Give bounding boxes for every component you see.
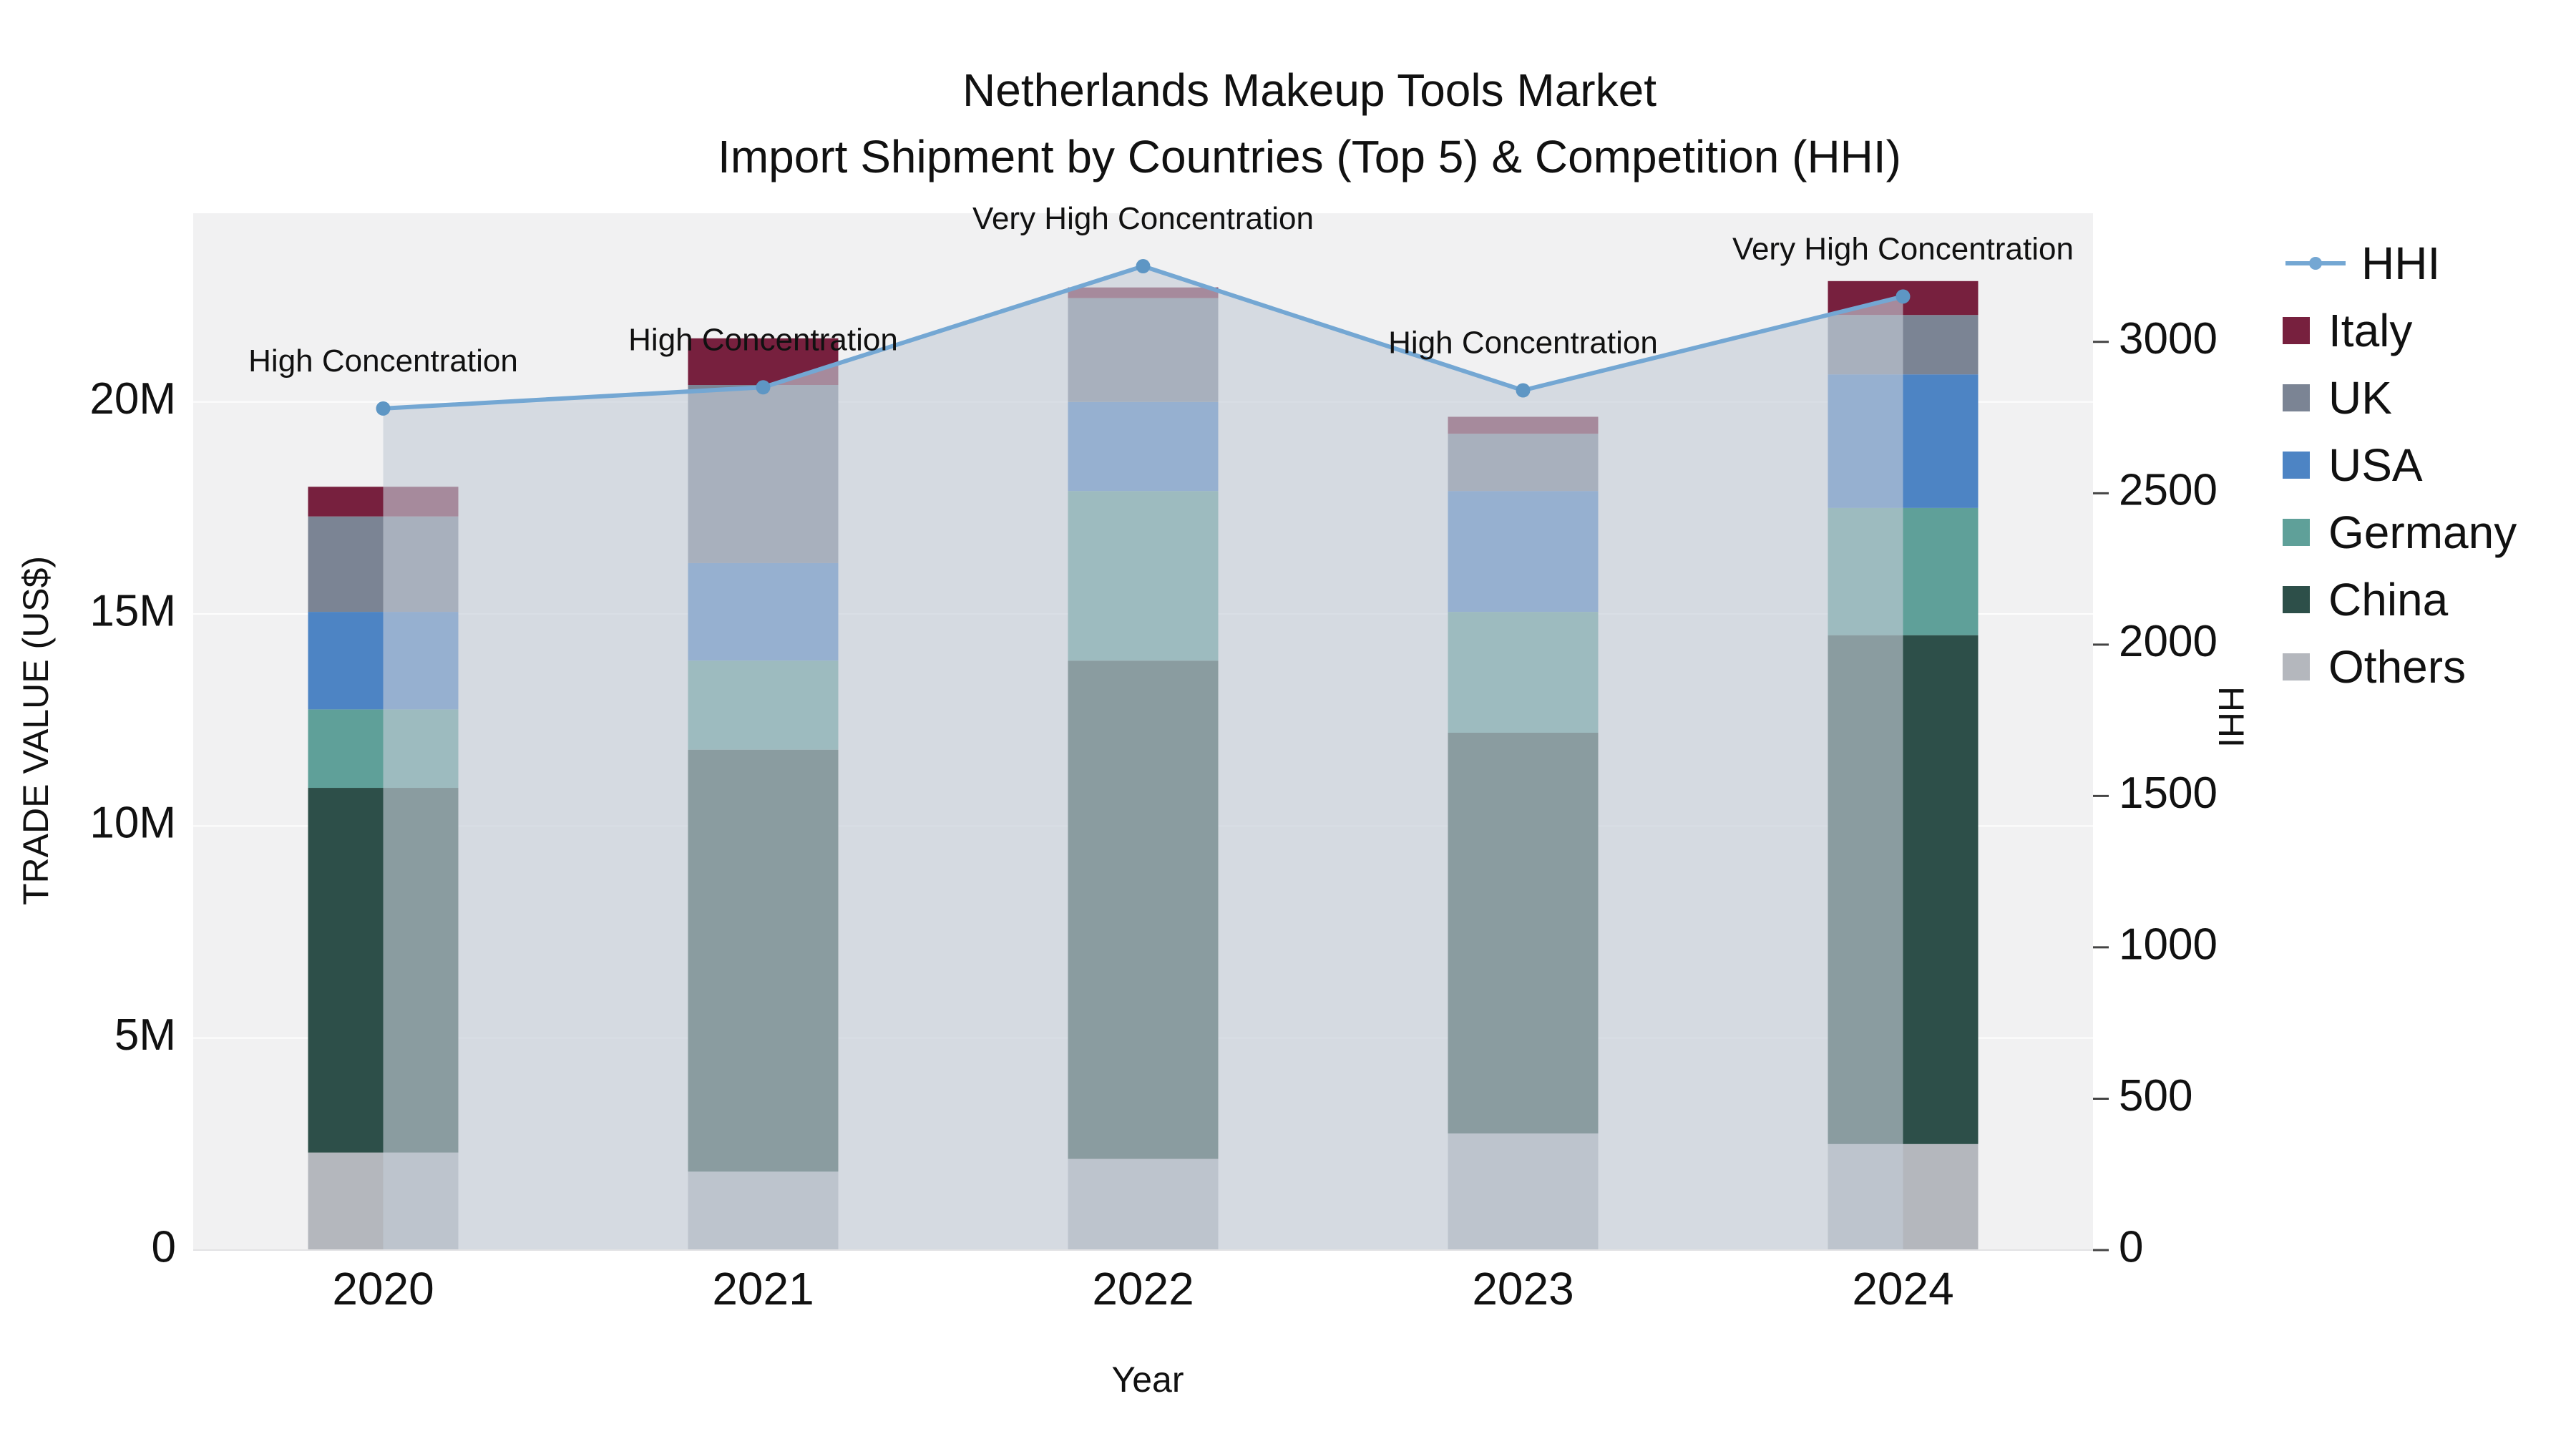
legend-item-china[interactable]: China — [2283, 577, 2517, 623]
chart-title-line1: Netherlands Makeup Tools Market — [962, 64, 1657, 116]
chart-title-line2: Import Shipment by Countries (Top 5) & C… — [718, 130, 1901, 182]
legend-item-hhi[interactable]: HHI — [2283, 240, 2517, 286]
x-tick-2023: 2023 — [1472, 1263, 1574, 1314]
annotation-2022: Very High Concentration — [972, 201, 1314, 236]
legend-label-hhi: HHI — [2361, 238, 2441, 289]
legend-label-others: Others — [2328, 641, 2467, 693]
legend-item-italy[interactable]: Italy — [2283, 308, 2517, 353]
hhi-marker-2022 — [1136, 259, 1151, 274]
legend-label-china: China — [2328, 574, 2449, 625]
chart-title: Netherlands Makeup Tools Market Import S… — [718, 57, 1901, 190]
legend-swatch-germany — [2283, 519, 2310, 546]
legend-swatch-usa — [2283, 452, 2310, 479]
right-tick-2500: 2500 — [2119, 466, 2218, 515]
x-axis-title: Year — [1111, 1360, 1184, 1400]
right-tick-1000: 1000 — [2119, 919, 2218, 969]
left-tick-20M: 20M — [89, 374, 176, 424]
annotation-2020: High Concentration — [248, 343, 518, 379]
legend: HHI Italy UK USA Germany China Others — [2283, 240, 2517, 711]
legend-item-others[interactable]: Others — [2283, 644, 2517, 690]
hhi-marker-2023 — [1516, 383, 1531, 398]
legend-item-usa[interactable]: USA — [2283, 442, 2517, 488]
left-tick-5M: 5M — [114, 1010, 176, 1060]
hhi-marker-2020 — [376, 401, 391, 416]
legend-line-marker-hhi — [2285, 257, 2346, 270]
legend-swatch-italy — [2283, 317, 2310, 344]
legend-swatch-china — [2283, 586, 2310, 613]
x-tick-2022: 2022 — [1092, 1263, 1194, 1314]
legend-label-uk: UK — [2328, 372, 2392, 424]
legend-swatch-uk — [2283, 384, 2310, 411]
x-tick-2021: 2021 — [712, 1263, 814, 1314]
right-tick-500: 500 — [2119, 1071, 2192, 1121]
right-tick-0: 0 — [2119, 1222, 2143, 1272]
legend-label-germany: Germany — [2328, 507, 2517, 558]
annotation-2021: High Concentration — [628, 322, 898, 357]
left-tick-10M: 10M — [89, 799, 176, 848]
hhi-marker-2024 — [1896, 289, 1911, 304]
annotation-2024: Very High Concentration — [1732, 231, 2074, 266]
x-tick-2020: 2020 — [332, 1263, 434, 1314]
y-axis-title-left: TRADE VALUE (US$) — [16, 555, 56, 906]
legend-item-germany[interactable]: Germany — [2283, 509, 2517, 555]
left-tick-0: 0 — [152, 1222, 176, 1272]
hhi-marker-2021 — [756, 380, 771, 395]
legend-label-italy: Italy — [2328, 305, 2413, 356]
legend-swatch-others — [2283, 653, 2310, 680]
left-tick-15M: 15M — [89, 586, 176, 635]
right-tick-3000: 3000 — [2119, 314, 2218, 364]
right-tick-1500: 1500 — [2119, 769, 2218, 818]
hhi-area-fill — [383, 266, 1903, 1250]
legend-label-usa: USA — [2328, 439, 2423, 491]
legend-item-uk[interactable]: UK — [2283, 375, 2517, 421]
x-tick-2024: 2024 — [1852, 1263, 1953, 1314]
annotation-2023: High Concentration — [1388, 325, 1658, 360]
y-axis-title-right: HHI — [2211, 686, 2251, 748]
right-tick-2000: 2000 — [2119, 617, 2218, 666]
